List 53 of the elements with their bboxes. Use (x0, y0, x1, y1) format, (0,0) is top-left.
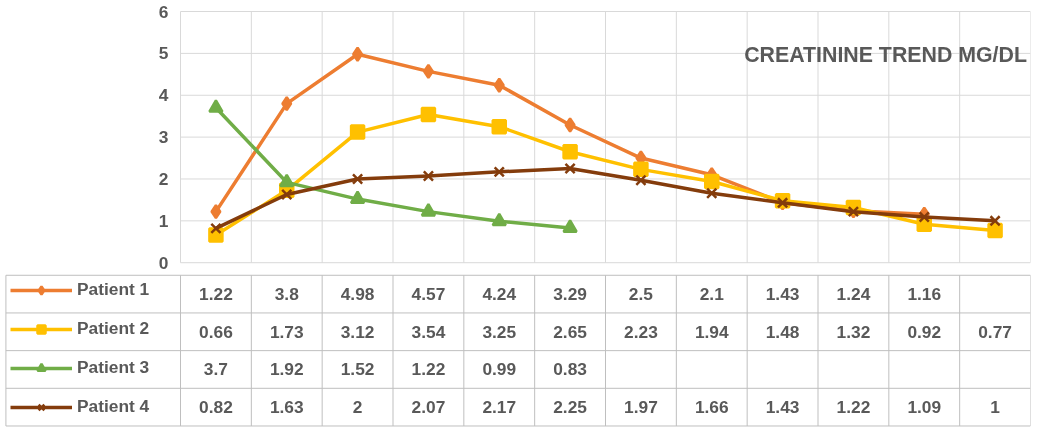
data-label: 1.22 (411, 359, 446, 380)
legend-label: Patient 2 (77, 318, 150, 339)
data-label: 1.22 (199, 284, 233, 305)
data-label: 3.54 (411, 321, 446, 342)
text: CREATININE TREND MG/DL (744, 42, 1027, 67)
data-label: 1.63 (269, 397, 304, 418)
data-label: 2.23 (624, 321, 659, 342)
y-tick-label: 0 (158, 252, 169, 273)
y-tick-label: 5 (158, 43, 169, 64)
data-label: 1.24 (836, 284, 871, 305)
data-label: 0.92 (907, 321, 942, 342)
data-label: 0.83 (553, 359, 588, 380)
legend-label: Patient 4 (77, 396, 150, 417)
data-label: 1.97 (624, 397, 658, 418)
legend-label: Patient 1 (77, 279, 150, 300)
data-label: 1.48 (765, 321, 800, 342)
data-label: 4.57 (411, 284, 446, 305)
data-label: 1.94 (694, 321, 729, 342)
data-label: 1 (990, 397, 1001, 418)
data-label: 2.17 (482, 397, 517, 418)
data-label: 2.65 (553, 321, 588, 342)
data-label: 4.24 (482, 284, 517, 305)
data-label: 3.8 (274, 284, 300, 305)
y-tick-label: 4 (158, 85, 169, 106)
data-label: 1.43 (765, 397, 800, 418)
data-label: 1.73 (269, 321, 304, 342)
data-label: 0.66 (199, 321, 234, 342)
data-label: 1.43 (765, 284, 800, 305)
data-label: 2.07 (411, 397, 446, 418)
data-label: 2 (352, 397, 363, 418)
data-label: 0.77 (978, 321, 1012, 342)
y-tick-label: 1 (158, 210, 169, 231)
data-label: 1.09 (907, 397, 942, 418)
data-label: 2.1 (699, 284, 725, 305)
y-tick-label: 6 (158, 1, 169, 22)
data-label: 3.25 (482, 321, 517, 342)
y-tick-label: 3 (158, 127, 169, 148)
data-label: 4.98 (340, 284, 375, 305)
data-label: 3.12 (340, 321, 375, 342)
data-label: 1.66 (694, 397, 729, 418)
data-label: 0.99 (482, 359, 517, 380)
data-label: 1.32 (836, 321, 871, 342)
data-label: 3.7 (203, 359, 228, 380)
data-label: 2.25 (553, 397, 588, 418)
data-label: 1.16 (907, 284, 942, 305)
data-label: 1.52 (340, 359, 375, 380)
data-label: 1.22 (836, 397, 871, 418)
data-label: 3.29 (553, 284, 587, 305)
data-label: 1.92 (269, 359, 304, 380)
y-tick-label: 2 (158, 168, 169, 189)
legend-label: Patient 3 (77, 357, 150, 378)
data-label: 2.5 (628, 284, 654, 305)
data-label: 0.82 (199, 397, 233, 418)
